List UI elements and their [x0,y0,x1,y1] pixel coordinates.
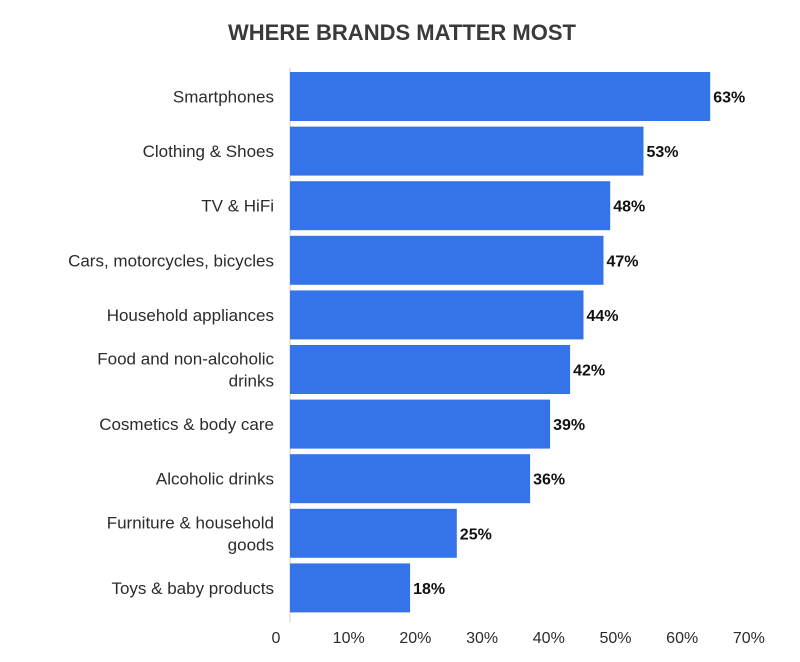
bars-group [290,72,711,613]
x-tick-label-3: 30% [466,630,498,647]
value-label-2: 48% [613,199,645,216]
category-labels-group: Smartphones Clothing & Shoes TV & HiFi Cars… [68,88,274,598]
category-label-5-line-1: drinks [229,372,274,391]
bar-8 [290,508,457,558]
value-label-5: 42% [573,363,605,380]
x-tick-label-6: 60% [666,630,698,647]
value-label-7: 36% [533,472,565,489]
x-tick-label-7: 70% [733,630,765,647]
bar-3 [290,235,604,285]
x-tick-label-2: 20% [399,630,431,647]
x-tick-label-4: 40% [533,630,565,647]
category-label-4: Household appliances [107,306,274,325]
bar-2 [290,181,611,231]
category-label-5: Food and non-alcoholic drinks [97,350,274,391]
value-label-6: 39% [553,417,585,434]
category-label-7: Alcoholic drinks [156,470,274,489]
category-label-3: Cars, motorcycles, bicycles [68,251,274,270]
x-tick-label-5: 50% [599,630,631,647]
value-label-1: 53% [647,144,679,161]
category-label-8-line-1: goods [228,535,274,554]
bar-7 [290,454,531,504]
bar-5 [290,345,571,394]
chart-title: WHERE BRANDS MATTER MOST [228,20,576,45]
value-label-9: 18% [413,581,445,598]
category-label-0: Smartphones [173,88,274,107]
value-label-8: 25% [460,526,492,543]
value-label-4: 44% [587,308,619,325]
x-tick-label-0: 0 [272,630,281,647]
category-label-2: TV & HiFi [201,197,274,216]
value-label-0: 63% [713,90,745,107]
bar-1 [290,126,644,176]
category-label-5-line-0: Food and non-alcoholic [97,350,274,369]
value-label-3: 47% [607,253,639,270]
bar-6 [290,399,551,449]
bar-0 [290,72,711,121]
bar-9 [290,563,411,613]
category-label-6: Cosmetics & body care [99,415,274,434]
category-label-1: Clothing & Shoes [143,142,274,161]
category-label-8: Furniture & household goods [107,513,274,554]
bar-4 [290,290,584,340]
x-tick-labels-group: 0 10% 20% 30% 40% 50% 60% 70% [272,630,765,647]
category-label-8-line-0: Furniture & household [107,513,274,532]
x-tick-label-1: 10% [333,630,365,647]
category-label-9: Toys & baby products [111,579,274,598]
value-labels-group: 63% 53% 48% 47% 44% 42% 39% 36% 25% 18% [413,90,745,598]
